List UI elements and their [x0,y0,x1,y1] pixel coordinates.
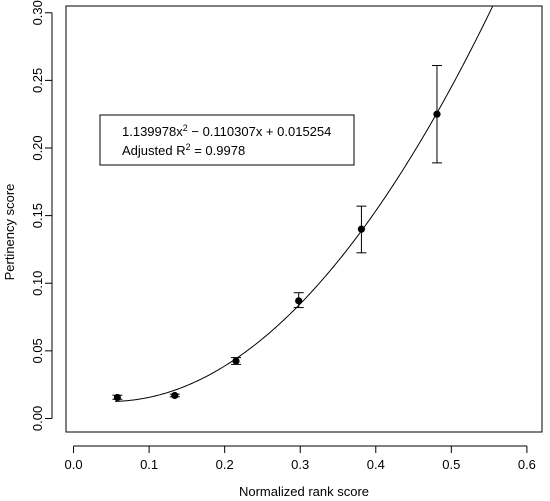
x-tick-label: 0.3 [291,457,309,472]
x-axis: 0.0 0.1 0.2 0.3 0.4 0.5 0.6 [65,445,536,472]
equation-box [99,114,355,166]
plot-frame [65,5,543,433]
y-tick-label: 0.20 [30,135,45,160]
data-point [171,391,179,400]
data-point [357,225,366,233]
x-tick-label: 0.4 [367,457,385,472]
y-tick-label: 0.15 [30,203,45,228]
data-points-layer [112,65,442,402]
y-tick-label: 0.00 [30,406,45,431]
x-tick-label: 0.5 [442,457,460,472]
data-point [295,297,303,305]
equation-line-2: Adjusted R2 = 0.9978 [122,142,245,158]
equation-annotation: 1.139978x2 − 0.110307x + 0.015254 Adjust… [99,114,355,166]
equation-line-1: 1.139978x2 − 0.110307x + 0.015254 [122,123,331,139]
y-axis-title: Pertinency score [2,184,17,281]
x-tick-label: 0.6 [518,457,536,472]
data-point [433,110,441,118]
equation-line-1-rest: − 0.110307x + 0.015254 [188,124,332,139]
data-point [113,393,121,402]
y-tick-label: 0.05 [30,338,45,363]
equation-line-2-rest: = 0.9978 [191,143,246,158]
x-axis-title: Normalized rank score [239,484,369,499]
x-tick-label: 0.2 [216,457,234,472]
x-tick-label: 0.1 [140,457,158,472]
equation-line-2-main: Adjusted R [122,143,186,158]
fit-curve-layer [115,6,494,402]
y-tick-label: 0.10 [30,271,45,296]
equation-line-1-superscript: 2 [183,123,188,133]
equation-line-2-superscript: 2 [186,142,191,152]
data-point [232,357,240,365]
y-tick-label: 0.25 [30,68,45,93]
x-tick-label: 0.0 [65,457,83,472]
y-tick-label: 0.30 [30,0,45,25]
y-axis: 0.00 0.05 0.10 0.15 0.20 0.25 0.30 [30,0,53,431]
fit-curve [115,6,494,402]
equation-line-1-main: 1.139978x [122,124,183,139]
